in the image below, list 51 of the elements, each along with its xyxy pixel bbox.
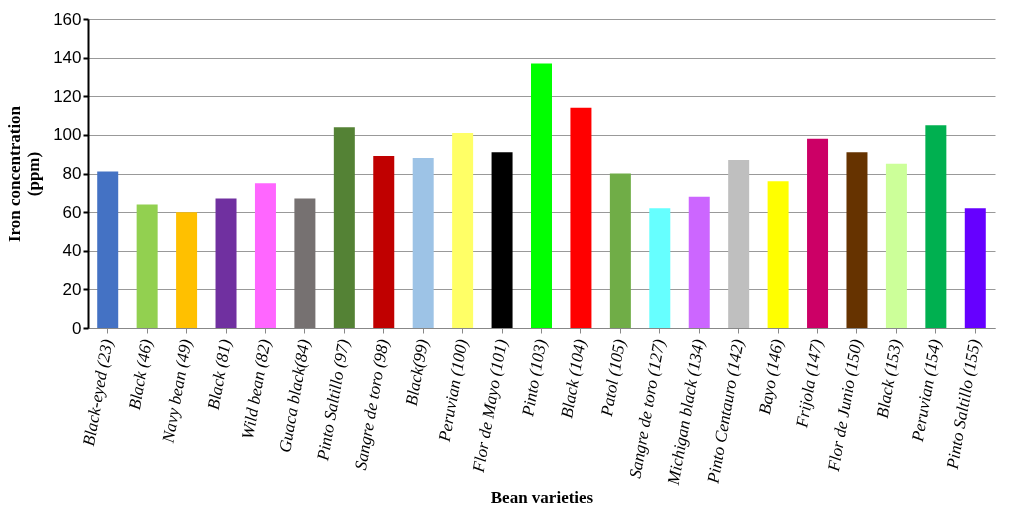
x-tick-label: Black (46) xyxy=(124,337,157,412)
bar xyxy=(846,152,868,328)
bar xyxy=(136,204,158,328)
y-tick-label: 120 xyxy=(53,86,82,106)
x-tick-label: Bayo (146) xyxy=(755,337,788,416)
bar xyxy=(412,158,434,328)
x-tick-label: Peruvian (154) xyxy=(907,337,945,444)
x-tick-label: Black(99) xyxy=(401,337,433,408)
y-tick-label: 60 xyxy=(62,202,82,222)
x-tick-label: Black (104) xyxy=(557,337,590,420)
bar xyxy=(728,159,750,328)
x-tick-label: Peruvian (100) xyxy=(434,337,472,444)
x-tick-label: Pinto (103) xyxy=(517,337,551,419)
x-tick-label: Black (153) xyxy=(872,337,906,420)
y-tick-label: 80 xyxy=(62,164,82,183)
bar xyxy=(254,183,276,328)
bar xyxy=(294,198,316,328)
x-tick-label: Patol (105) xyxy=(596,337,630,419)
y-tick-label: 140 xyxy=(53,48,82,68)
bar xyxy=(688,196,710,328)
bar xyxy=(570,107,592,328)
bar xyxy=(885,163,907,328)
x-tick-label: Navy bean (49) xyxy=(158,337,196,446)
x-tick-label: Wild bean (82) xyxy=(238,337,275,441)
bar xyxy=(491,152,513,328)
y-tick-label: 100 xyxy=(53,125,82,145)
bar xyxy=(373,156,395,328)
x-tick-label: Pinto Saltillo (155) xyxy=(942,337,985,472)
bar xyxy=(531,63,552,328)
bar xyxy=(452,132,474,328)
y-tick-label: 20 xyxy=(62,279,82,299)
y-tick-label: 40 xyxy=(62,241,82,261)
bar xyxy=(807,138,829,328)
x-tick-label: Guaca black(84) xyxy=(275,337,314,455)
y-tick-label: 0 xyxy=(72,318,82,338)
y-tick-label: 160 xyxy=(53,9,82,29)
bar xyxy=(964,208,986,328)
x-tick-label: Black-eyed (23) xyxy=(79,337,117,448)
bar xyxy=(176,212,198,328)
bar xyxy=(333,127,355,328)
x-tick-label: Pinto Saltillo (97) xyxy=(312,337,354,463)
bar xyxy=(215,198,237,328)
bar xyxy=(925,125,947,328)
x-axis-title: Bean varieties xyxy=(490,487,594,507)
bar xyxy=(649,208,671,328)
y-axis-title: Iron concentration (ppm) xyxy=(5,105,44,243)
bar xyxy=(767,181,789,328)
bar xyxy=(609,173,631,328)
x-tick-label: Frijola (147) xyxy=(792,337,827,430)
bar xyxy=(97,171,119,328)
x-tick-label: Black (81) xyxy=(203,337,235,412)
